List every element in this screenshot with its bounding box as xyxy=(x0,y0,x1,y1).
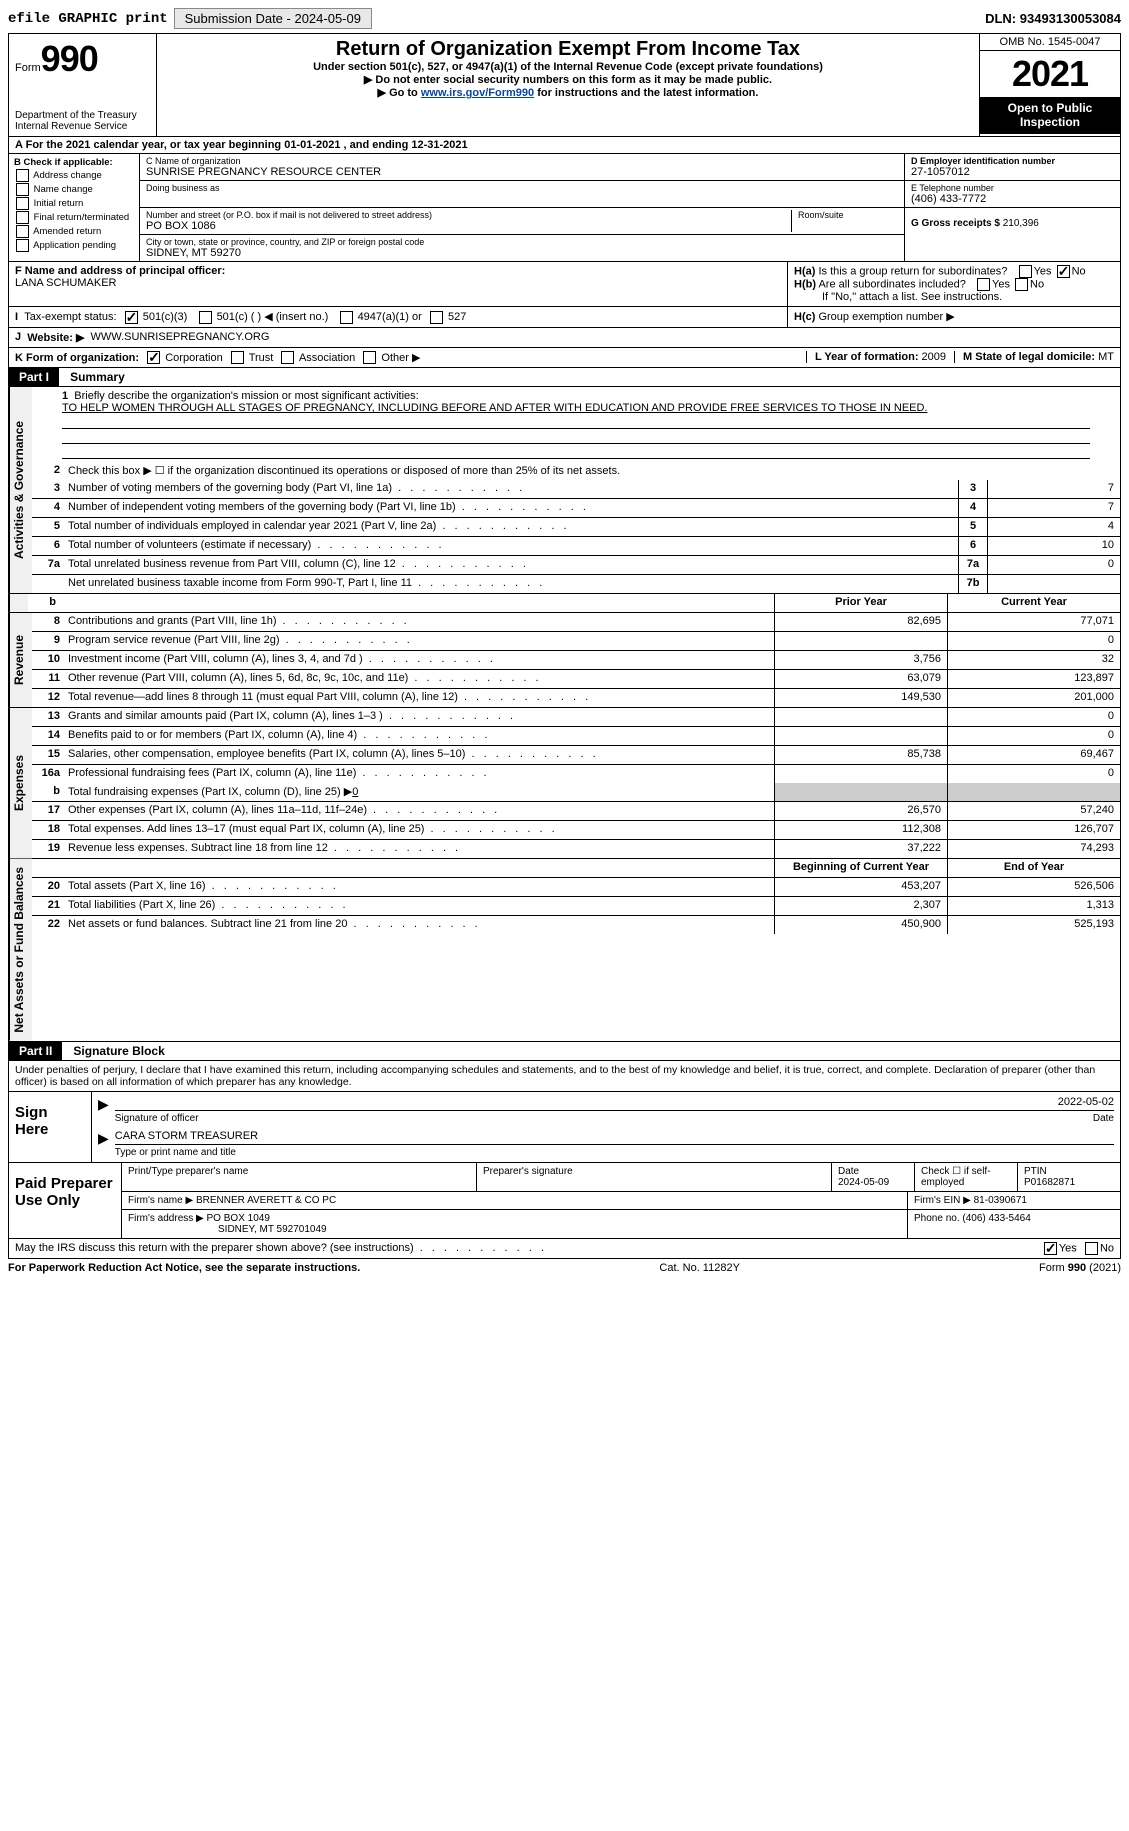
header-left: Form990 Department of the Treasury Inter… xyxy=(9,34,157,136)
summary-line: 21Total liabilities (Part X, line 26)2,3… xyxy=(32,897,1120,916)
part-i-header: Part I Summary xyxy=(8,368,1121,387)
org-address: PO BOX 1086 xyxy=(146,220,791,232)
submission-date-button[interactable]: Submission Date - 2024-05-09 xyxy=(174,8,372,29)
paid-preparer-label: Paid Preparer Use Only xyxy=(9,1163,122,1238)
summary-line: 14Benefits paid to or for members (Part … xyxy=(32,727,1120,746)
summary-line: 11Other revenue (Part VIII, column (A), … xyxy=(32,670,1120,689)
phone: (406) 433-7772 xyxy=(911,193,1114,205)
org-city: SIDNEY, MT 59270 xyxy=(146,247,898,259)
efile-label: efile GRAPHIC print xyxy=(8,11,168,27)
expenses-section: Expenses 13Grants and similar amounts pa… xyxy=(8,708,1121,859)
ein: 27-1057012 xyxy=(911,166,1114,178)
tax-year: 2021 xyxy=(980,51,1120,97)
revenue-label: Revenue xyxy=(9,613,32,707)
summary-line: 7aTotal unrelated business revenue from … xyxy=(32,556,1120,575)
summary-line: 12Total revenue—add lines 8 through 11 (… xyxy=(32,689,1120,707)
form-number: 990 xyxy=(41,38,98,79)
klm-row: K Form of organization: Corporation Trus… xyxy=(8,348,1121,369)
check-final-return[interactable]: Final return/terminated xyxy=(14,211,134,224)
summary-line: 6Total number of volunteers (estimate if… xyxy=(32,537,1120,556)
activities-section: Activities & Governance 1 Briefly descri… xyxy=(8,387,1121,594)
summary-line: 10Investment income (Part VIII, column (… xyxy=(32,651,1120,670)
check-amended[interactable]: Amended return xyxy=(14,225,134,238)
page-footer: For Paperwork Reduction Act Notice, see … xyxy=(8,1259,1121,1277)
check-app-pending[interactable]: Application pending xyxy=(14,239,134,252)
check-name-change[interactable]: Name change xyxy=(14,183,134,196)
tax-year-row: A For the 2021 calendar year, or tax yea… xyxy=(8,137,1121,154)
gross-receipts: 210,396 xyxy=(1003,218,1039,229)
expenses-label: Expenses xyxy=(9,708,32,858)
summary-line: 17Other expenses (Part IX, column (A), l… xyxy=(32,802,1120,821)
f-h-row: F Name and address of principal officer:… xyxy=(8,262,1121,307)
omb-number: OMB No. 1545-0047 xyxy=(980,34,1120,51)
i-row: I Tax-exempt status: 501(c)(3) 501(c) ( … xyxy=(8,307,1121,328)
sign-here-label: Sign Here xyxy=(9,1092,92,1162)
j-row: J Website: ▶ WWW.SUNRISEPREGNANCY.ORG xyxy=(8,328,1121,348)
website: WWW.SUNRISEPREGNANCY.ORG xyxy=(91,331,270,343)
summary-line: 22Net assets or fund balances. Subtract … xyxy=(32,916,1120,934)
summary-line: 8Contributions and grants (Part VIII, li… xyxy=(32,613,1120,632)
summary-line: 18Total expenses. Add lines 13–17 (must … xyxy=(32,821,1120,840)
revenue-header-row: b Prior Year Current Year xyxy=(8,594,1121,613)
summary-line: 19Revenue less expenses. Subtract line 1… xyxy=(32,840,1120,858)
summary-line: 5Total number of individuals employed in… xyxy=(32,518,1120,537)
org-name: SUNRISE PREGNANCY RESOURCE CENTER xyxy=(146,166,898,178)
check-address-change[interactable]: Address change xyxy=(14,169,134,182)
part-ii-header: Part II Signature Block xyxy=(8,1042,1121,1061)
section-b: B Check if applicable: Address change Na… xyxy=(9,154,140,261)
identity-block: B Check if applicable: Address change Na… xyxy=(8,154,1121,262)
officer-print-name: CARA STORM TREASURER xyxy=(115,1130,1114,1145)
netassets-label: Net Assets or Fund Balances xyxy=(9,859,32,1041)
irs-link[interactable]: www.irs.gov/Form990 xyxy=(421,87,534,99)
form-title: Return of Organization Exempt From Incom… xyxy=(163,38,973,61)
summary-line: 4Number of independent voting members of… xyxy=(32,499,1120,518)
officer-name: LANA SCHUMAKER xyxy=(15,277,781,289)
open-public: Open to Public Inspection xyxy=(980,97,1120,134)
discuss-row: May the IRS discuss this return with the… xyxy=(8,1239,1121,1259)
section-d: D Employer identification number 27-1057… xyxy=(904,154,1120,261)
header-mid: Return of Organization Exempt From Incom… xyxy=(157,34,979,136)
dln: DLN: 93493130053084 xyxy=(985,11,1121,26)
header-right: OMB No. 1545-0047 2021 Open to Public In… xyxy=(979,34,1120,136)
signature-section: Under penalties of perjury, I declare th… xyxy=(8,1061,1121,1239)
mission-text: TO HELP WOMEN THROUGH ALL STAGES OF PREG… xyxy=(62,402,928,414)
summary-line: 3Number of voting members of the governi… xyxy=(32,480,1120,499)
section-c: C Name of organization SUNRISE PREGNANCY… xyxy=(140,154,904,261)
activities-label: Activities & Governance xyxy=(9,387,32,593)
netassets-section: Net Assets or Fund Balances Beginning of… xyxy=(8,859,1121,1042)
top-bar: efile GRAPHIC print Submission Date - 20… xyxy=(8,8,1121,29)
check-initial-return[interactable]: Initial return xyxy=(14,197,134,210)
summary-line: 20Total assets (Part X, line 16)453,2075… xyxy=(32,878,1120,897)
revenue-section: Revenue 8Contributions and grants (Part … xyxy=(8,613,1121,708)
summary-line: 9Program service revenue (Part VIII, lin… xyxy=(32,632,1120,651)
summary-line: 15Salaries, other compensation, employee… xyxy=(32,746,1120,765)
summary-line: 13Grants and similar amounts paid (Part … xyxy=(32,708,1120,727)
summary-line: 16aProfessional fundraising fees (Part I… xyxy=(32,765,1120,783)
summary-line: Net unrelated business taxable income fr… xyxy=(32,575,1120,593)
form-header: Form990 Department of the Treasury Inter… xyxy=(8,33,1121,137)
